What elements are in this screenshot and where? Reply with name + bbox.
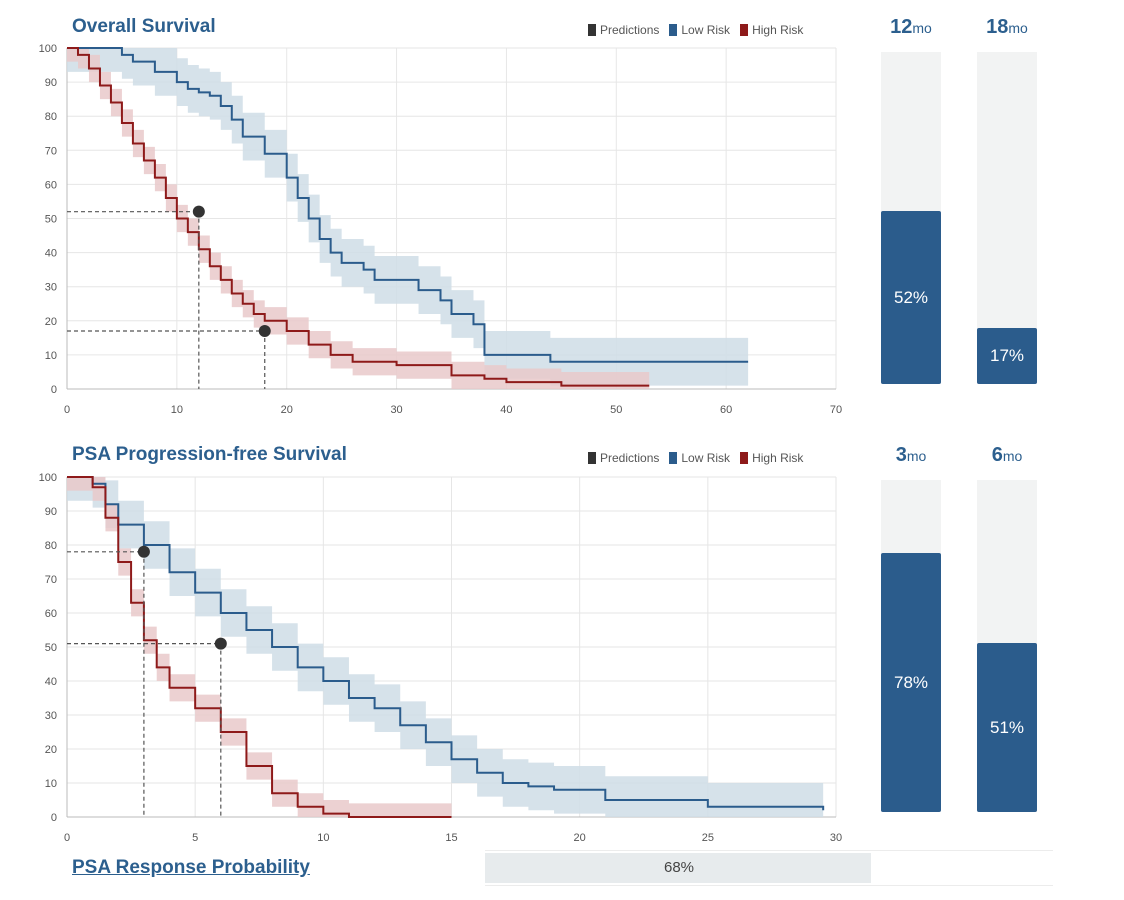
y-tick-label: 100: [39, 43, 57, 55]
y-tick-label: 80: [45, 540, 57, 552]
y-tick-label: 80: [45, 111, 57, 123]
high-risk-survival-line: [67, 47, 650, 387]
bar-heading: 12mo: [876, 16, 946, 39]
y-tick-label: 40: [45, 248, 57, 260]
legend-label: Low Risk: [681, 23, 731, 37]
bar-heading-value: 3: [895, 444, 907, 466]
x-tick-label: 20: [574, 832, 586, 844]
y-tick-label: 10: [45, 350, 57, 362]
x-tick-label: 50: [610, 404, 622, 416]
legend-swatch: [740, 452, 749, 464]
bar-heading: 6mo: [972, 444, 1042, 467]
y-tick-label: 70: [45, 145, 57, 157]
prediction-bar-fill: [977, 328, 1037, 384]
bar-heading-value: 18: [986, 16, 1009, 38]
psa-response-bar-fill: [485, 853, 871, 883]
legend-label: Predictions: [600, 23, 660, 37]
high-risk-survival-line: [67, 476, 452, 818]
y-tick-label: 0: [51, 812, 57, 824]
x-tick-label: 15: [445, 832, 457, 844]
chart-legend: Predictions Low Risk High Risk: [588, 23, 803, 37]
y-tick-label: 90: [45, 506, 57, 518]
chart-title: PSA Progression-free Survival: [72, 444, 347, 465]
y-tick-label: 20: [45, 316, 57, 328]
x-tick-label: 0: [64, 404, 70, 416]
legend-swatch: [588, 452, 596, 464]
prediction-point: [137, 545, 150, 558]
prediction-bar-label: 17%: [989, 346, 1025, 365]
y-tick-label: 40: [45, 676, 57, 688]
x-tick-label: 30: [830, 832, 842, 844]
prediction-point: [192, 205, 205, 218]
legend-item-high-risk: High Risk: [740, 23, 803, 37]
legend-item-high-risk: High Risk: [740, 451, 803, 465]
psa-response-bar: 68%: [485, 850, 1053, 886]
prediction-bar-18mo: 17%: [977, 52, 1037, 384]
y-tick-label: 90: [45, 77, 57, 89]
y-tick-label: 50: [45, 214, 57, 226]
chart-title: Overall Survival: [72, 16, 216, 37]
y-tick-label: 10: [45, 778, 57, 790]
legend-swatch: [588, 24, 596, 36]
legend-label: Low Risk: [681, 451, 731, 465]
y-tick-label: 60: [45, 179, 57, 191]
bar-heading-value: 6: [991, 444, 1003, 466]
chart-legend: Predictions Low Risk High Risk: [588, 451, 803, 465]
legend-label: Predictions: [600, 451, 660, 465]
legend-label: High Risk: [752, 23, 804, 37]
legend-item-predictions: Predictions: [588, 451, 659, 465]
psa-response-label: 68%: [664, 859, 695, 876]
x-tick-label: 10: [317, 832, 329, 844]
prediction-bar-fill: [977, 643, 1037, 812]
x-tick-label: 10: [171, 404, 183, 416]
y-tick-label: 30: [45, 710, 57, 722]
legend-swatch: [669, 452, 678, 464]
legend-swatch: [740, 24, 749, 36]
legend-item-low-risk: Low Risk: [669, 23, 730, 37]
low-risk-survival-line: [67, 47, 749, 363]
prediction-point: [258, 325, 271, 338]
psa-progression-free-survival-chart: 0 5 10 15 20 25 30 0 10 20 30 40 50 60 70 80 90 100: [39, 472, 842, 844]
y-tick-label: 0: [51, 384, 57, 396]
low-risk-confidence-band: [67, 477, 824, 817]
x-tick-label: 60: [720, 404, 732, 416]
legend-label: High Risk: [752, 451, 804, 465]
x-tick-label: 30: [390, 404, 402, 416]
y-tick-label: 100: [39, 472, 57, 484]
bar-heading-unit: mo: [906, 448, 927, 464]
prediction-bar-fill: [881, 553, 941, 812]
y-tick-label: 70: [45, 574, 57, 586]
legend-item-low-risk: Low Risk: [669, 451, 730, 465]
legend-swatch: [669, 24, 678, 36]
y-tick-label: 60: [45, 608, 57, 620]
bar-heading: 18mo: [972, 16, 1042, 39]
prediction-bar-label: 78%: [893, 672, 929, 692]
prediction-bar-6mo: 51%: [977, 480, 1037, 812]
prediction-bar-label: 51%: [989, 717, 1025, 737]
x-tick-label: 20: [281, 404, 293, 416]
y-tick-label: 30: [45, 282, 57, 294]
x-tick-label: 70: [830, 404, 842, 416]
y-tick-label: 20: [45, 744, 57, 756]
x-tick-label: 5: [192, 832, 198, 844]
prediction-bar-label: 52%: [893, 287, 929, 307]
bar-heading-unit: mo: [912, 20, 932, 36]
prediction-bar-12mo: 52%: [881, 52, 941, 384]
bar-heading: 3mo: [876, 444, 946, 467]
y-tick-label: 50: [45, 642, 57, 654]
x-tick-label: 0: [64, 832, 70, 844]
x-tick-label: 25: [702, 832, 714, 844]
psa-response-title: PSA Response Probability: [72, 857, 310, 878]
prediction-bar-fill: [881, 211, 941, 384]
prediction-point: [214, 637, 227, 650]
overall-survival-chart: 0 10 20 30 40 50 60 70 0 10 20 30 40 50 60 70 80 90 100: [39, 43, 842, 416]
low-risk-survival-line: [67, 476, 825, 811]
low-risk-confidence-band: [67, 48, 749, 386]
x-tick-label: 40: [500, 404, 512, 416]
bar-heading-unit: mo: [1008, 20, 1028, 36]
bar-heading-unit: mo: [1002, 448, 1023, 464]
legend-item-predictions: Predictions: [588, 23, 659, 37]
prediction-bar-3mo: 78%: [881, 480, 941, 812]
bar-heading-value: 12: [890, 16, 913, 38]
